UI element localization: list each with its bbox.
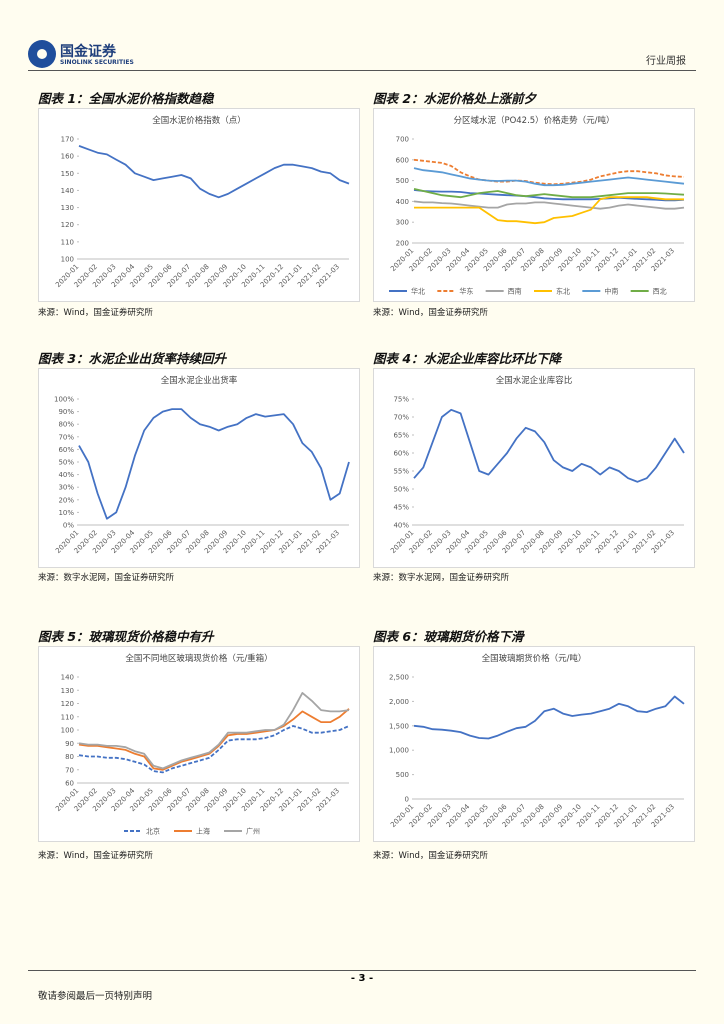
y-tick-label: 90% — [58, 408, 74, 416]
line-series — [413, 408, 685, 483]
y-tick-label: 40% — [58, 471, 74, 479]
line-series — [414, 196, 684, 225]
y-tick-label: 170 — [61, 136, 74, 144]
footer-rule — [28, 970, 696, 971]
y-tick-label: 60% — [393, 450, 409, 458]
y-tick-label: 110 — [61, 238, 74, 246]
line-series — [78, 145, 350, 199]
y-tick-label: 1,500 — [389, 722, 409, 730]
legend-label: 中南 — [604, 287, 618, 296]
y-tick-label: 0 — [405, 796, 409, 804]
header-rule — [28, 70, 696, 71]
chart-title: 全国不同地区玻璃现货价格（元/重箱） — [125, 653, 272, 664]
y-tick-label: 160 — [61, 153, 74, 161]
y-tick-label: 90 — [65, 740, 74, 748]
line-series — [413, 158, 685, 186]
legend-label: 西北 — [653, 288, 667, 296]
chart: 全国水泥价格指数（点）1001101201301401501601702020-… — [38, 108, 360, 302]
figure-source: 来源：数字水泥网，国金证券研究所 — [373, 573, 510, 583]
y-tick-label: 500 — [396, 771, 409, 779]
legend-label: 华东 — [459, 287, 473, 296]
y-tick-label: 55% — [393, 468, 409, 476]
chart: 全国水泥企业出货率 0% 10% 20% 30% 40% 50% 60% 70% 80% 90% 10… — [38, 368, 360, 568]
logo-name-en: SINOLINK SECURITIES — [60, 59, 134, 66]
y-tick-label: 75% — [393, 396, 409, 404]
chart-title: 全国玻璃期货价格（元/吨） — [482, 653, 587, 664]
y-tick-label: 200 — [396, 240, 409, 248]
page-number: - 3 - — [350, 973, 374, 984]
y-tick-label: 50% — [393, 486, 409, 494]
y-tick-label: 130 — [61, 687, 74, 695]
y-tick-label: 20% — [58, 496, 74, 504]
line-series — [413, 189, 685, 202]
y-tick-label: 45% — [393, 504, 409, 512]
y-tick-label: 2,000 — [389, 698, 409, 706]
line-series — [413, 167, 685, 187]
y-tick-label: 100% — [54, 396, 74, 404]
chart-title: 分区域水泥（PO42.5）价格走势（元/吨） — [453, 115, 614, 126]
y-tick-label: 70% — [393, 414, 409, 422]
y-tick-label: 80 — [65, 753, 74, 761]
chart: 全国水泥企业库容比40%45%50%55%60%65%70%75%2020-01… — [373, 368, 695, 568]
y-tick-label: 70 — [65, 766, 74, 774]
y-tick-label: 60 — [65, 780, 74, 788]
line-series — [78, 692, 350, 770]
y-tick-label: 120 — [61, 700, 74, 708]
y-tick-label: 80% — [58, 421, 74, 429]
line-series — [413, 695, 685, 740]
figure-source: 来源：Wind，国金证券研究所 — [373, 851, 488, 861]
line-series — [78, 708, 350, 771]
logo-name: 国金证券 — [60, 44, 116, 60]
y-tick-label: 2,500 — [389, 674, 409, 682]
y-tick-label: 65% — [393, 432, 409, 440]
legend-label: 东北 — [556, 287, 570, 296]
figure-source: 来源：Wind，国金证券研究所 — [373, 308, 488, 318]
y-tick-label: 700 — [396, 136, 409, 144]
line-series — [413, 200, 685, 210]
line-series — [413, 188, 685, 199]
y-tick-label: 500 — [396, 177, 409, 185]
y-tick-label: 110 — [61, 713, 74, 721]
y-tick-label: 130 — [61, 204, 74, 212]
y-tick-label: 0% — [63, 522, 74, 530]
line-series — [78, 725, 350, 774]
y-tick-label: 400 — [396, 198, 409, 206]
line-series — [78, 408, 350, 520]
y-tick-label: 30% — [58, 484, 74, 492]
figure-source: 来源：数字水泥网，国金证券研究所 — [38, 573, 175, 583]
chart: 全国不同地区玻璃现货价格（元/重箱） 60 70 80 90 100 110 120 130 14… — [38, 646, 360, 842]
y-tick-label: 300 — [396, 219, 409, 227]
chart: 分区域水泥（PO42.5）价格走势（元/吨） 200 300 400 500 600 700… — [373, 108, 695, 302]
y-tick-label: 10% — [58, 509, 74, 517]
legend-label: 西南 — [508, 287, 522, 296]
y-tick-label: 600 — [396, 156, 409, 164]
figure-source: 来源：Wind，国金证券研究所 — [38, 308, 153, 318]
legend-label: 上海 — [196, 827, 210, 836]
y-tick-label: 1,000 — [389, 747, 409, 755]
y-tick-label: 150 — [61, 170, 74, 178]
y-tick-label: 70% — [58, 433, 74, 441]
disclaimer: 敬请参阅最后一页特别声明 — [38, 991, 153, 1002]
y-tick-label: 140 — [61, 674, 74, 682]
legend-label: 广州 — [246, 827, 260, 836]
chart-title: 全国水泥企业库容比 — [496, 375, 573, 386]
figure-source: 来源：Wind，国金证券研究所 — [38, 851, 153, 861]
y-tick-label: 100 — [61, 256, 74, 264]
chart-title: 全国水泥价格指数（点） — [152, 115, 246, 126]
y-tick-label: 140 — [61, 187, 74, 195]
y-tick-label: 100 — [61, 727, 74, 735]
chart-title: 全国水泥企业出货率 — [161, 375, 238, 386]
report-type: 行业周报 — [646, 56, 686, 67]
y-tick-label: 60% — [58, 446, 74, 454]
logo-icon-inner — [37, 49, 47, 59]
y-tick-label: 40% — [393, 522, 409, 530]
legend-label: 北京 — [146, 827, 160, 836]
y-tick-label: 50% — [58, 459, 74, 467]
legend-label: 华北 — [411, 287, 425, 296]
y-tick-label: 120 — [61, 221, 74, 229]
chart: 全国玻璃期货价格（元/吨）05001,0001,5002,0002,500202… — [373, 646, 695, 842]
